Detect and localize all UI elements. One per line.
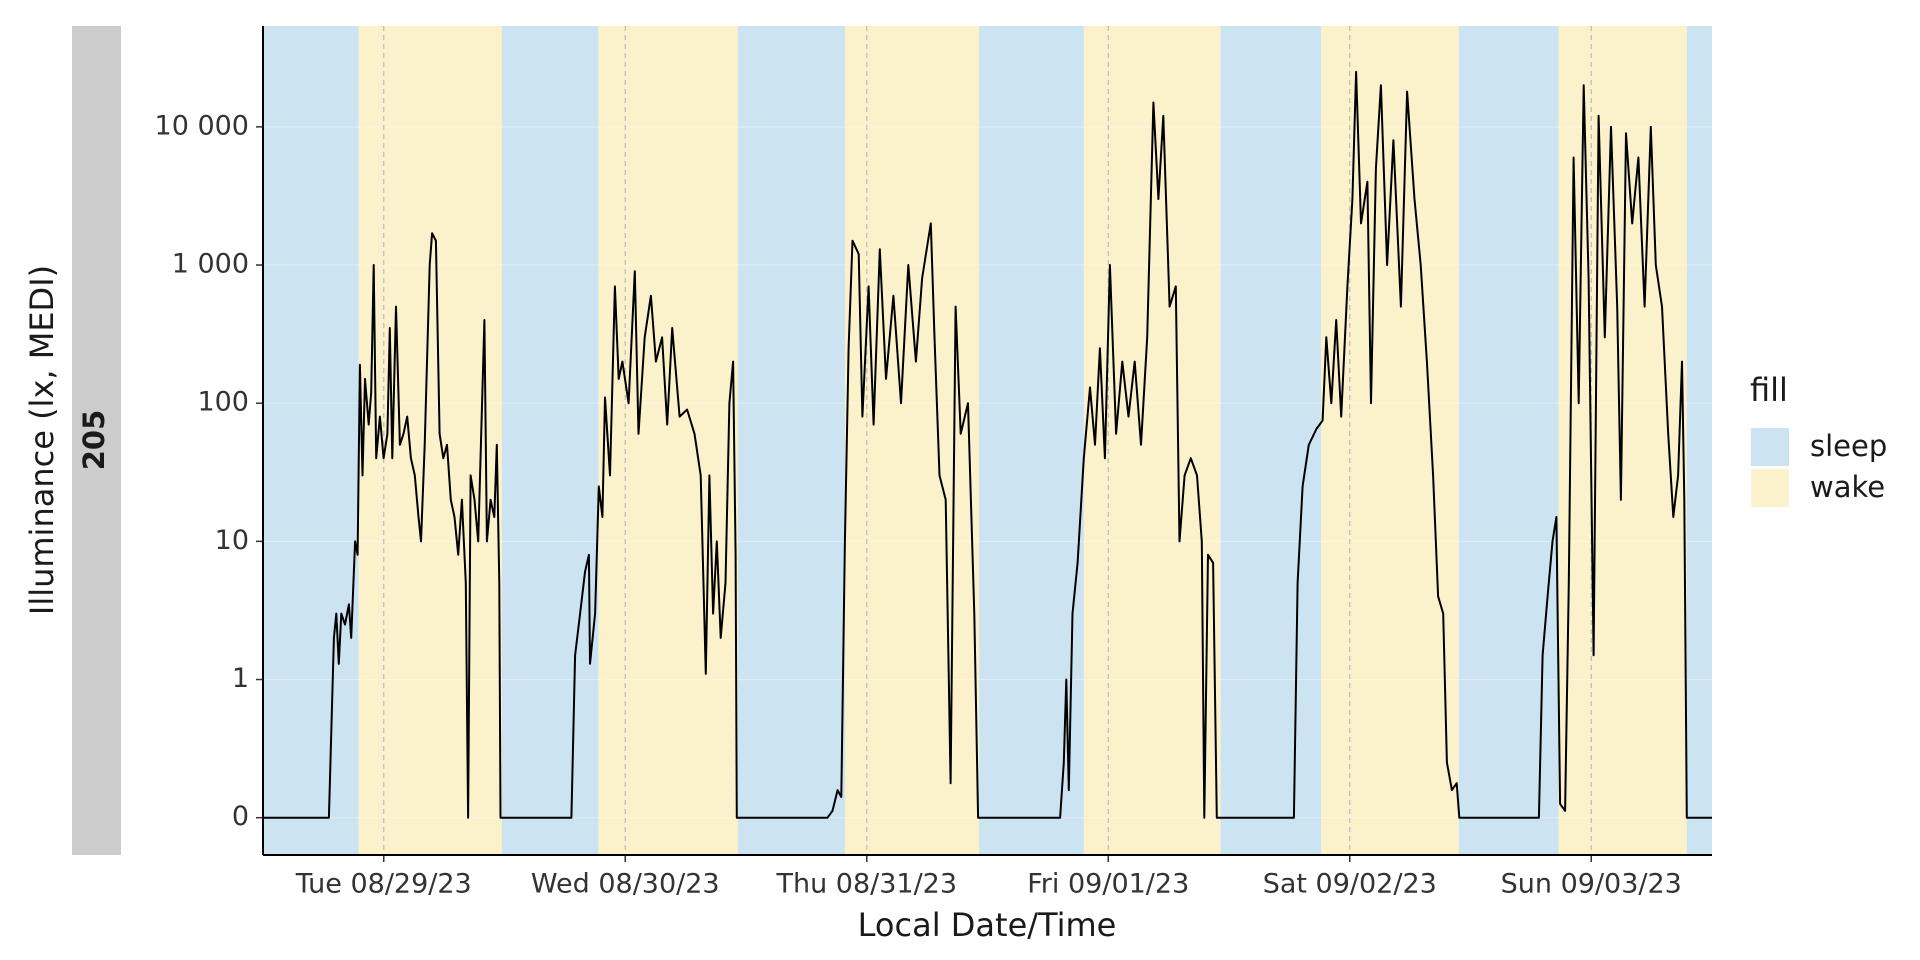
band: [501, 26, 599, 855]
legend-label: sleep: [1810, 429, 1887, 463]
strip-label: 205: [77, 410, 111, 471]
line: [263, 70, 1712, 819]
strip: [72, 26, 121, 855]
band: [737, 26, 845, 855]
x-tick-label: Sun 09/03/23: [1501, 869, 1682, 900]
y-tick-label: 10 000: [155, 110, 249, 141]
x-tick-label: Tue 08/29/23: [295, 869, 472, 900]
band: [1220, 26, 1322, 855]
x-tick-label: Wed 08/30/23: [531, 869, 720, 900]
legend-title: fill: [1750, 371, 1788, 409]
x-tick-label: Fri 09/01/23: [1027, 869, 1189, 900]
band: [1321, 26, 1459, 855]
y-tick-label: 0: [232, 801, 249, 832]
legend-label: wake: [1810, 470, 1885, 504]
band: [1458, 26, 1559, 855]
legend-swatch: [1751, 428, 1789, 466]
legend-swatch: [1751, 469, 1789, 507]
y-tick-label: 1 000: [172, 249, 249, 280]
y-axis-title: Illuminance (lx, MEDI): [23, 265, 61, 615]
x-tick-label: Thu 08/31/23: [775, 869, 957, 900]
y-tick-label: 100: [197, 387, 249, 418]
y-tick-label: 10: [215, 525, 249, 556]
x-axis-title: Local Date/Time: [858, 906, 1117, 944]
y-tick-label: 1: [232, 663, 249, 694]
band: [263, 26, 359, 855]
band: [598, 26, 738, 855]
band: [844, 26, 980, 855]
band: [1686, 26, 1712, 855]
x-tick-label: Sat 09/02/23: [1263, 869, 1437, 900]
